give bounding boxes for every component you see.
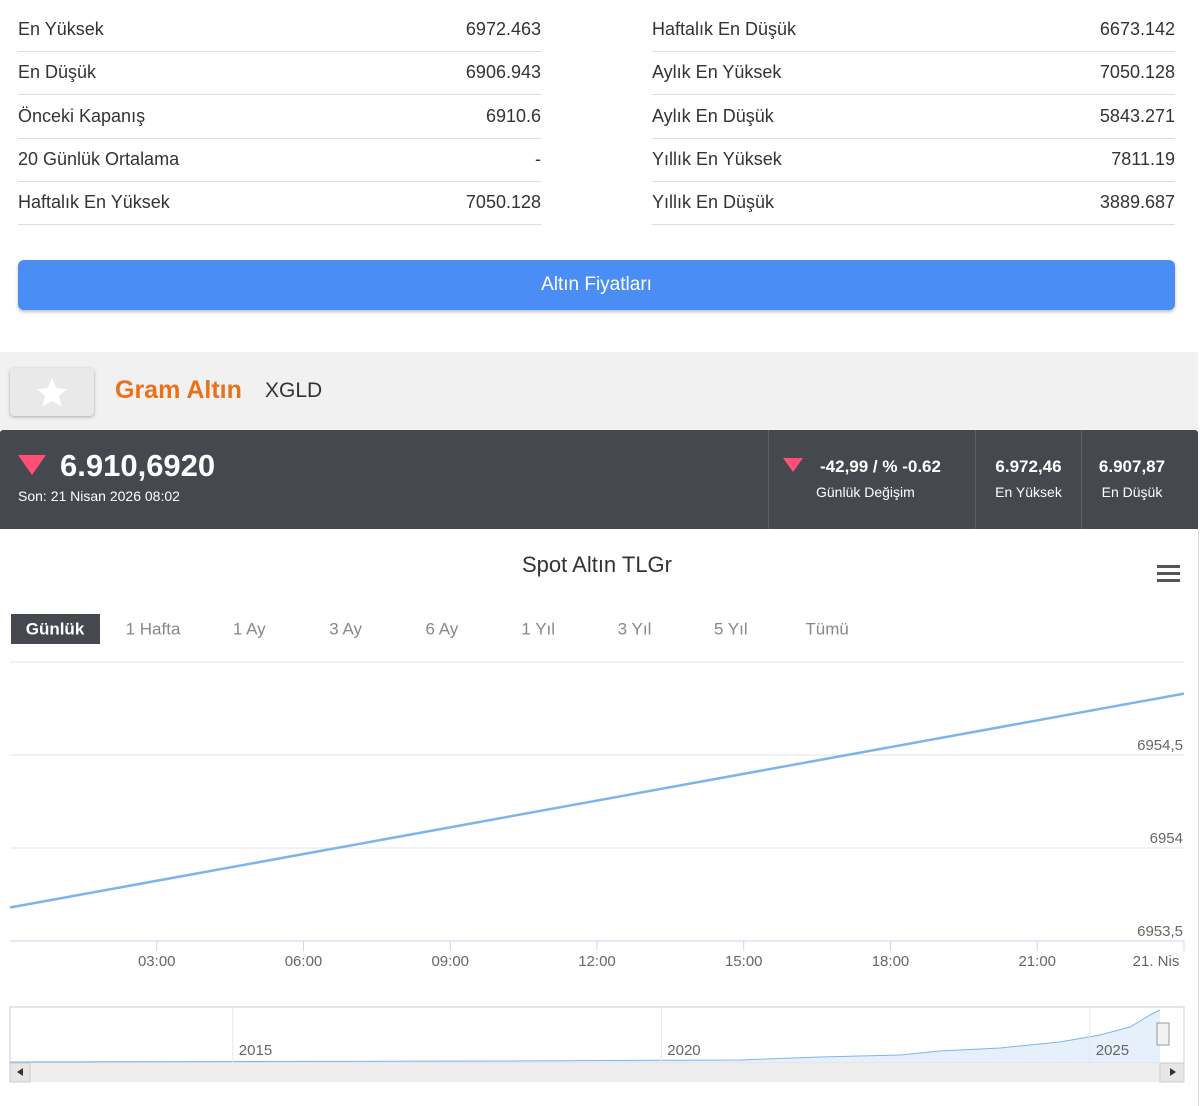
x-tick-label: 09:00 xyxy=(431,953,469,970)
stats-row: Önceki Kapanış 6910.6 xyxy=(18,95,541,139)
stats-value: 6906.943 xyxy=(465,62,541,83)
range-button[interactable]: 1 Hafta xyxy=(126,619,181,638)
gold-prices-button[interactable]: Altın Fiyatları xyxy=(18,260,1175,310)
instrument-code: XGLD xyxy=(265,379,323,402)
y-tick-label: 6954,5 xyxy=(1137,737,1183,754)
down-arrow xyxy=(18,455,46,475)
chart-title: Spot Altın TLGr xyxy=(522,552,672,577)
stats-label: Haftalık En Yüksek xyxy=(18,192,170,213)
stats-row: Yıllık En Yüksek 7811.19 xyxy=(652,138,1175,182)
x-tick-label: 18:00 xyxy=(872,953,910,970)
star-icon xyxy=(37,378,67,407)
navigator-tick-label: 2025 xyxy=(1096,1042,1129,1059)
range-button[interactable]: 1 Yıl xyxy=(521,619,555,638)
quote-bar: 6.910,6920 Son: 21 Nisan 2026 08:02 -42,… xyxy=(0,430,1198,529)
x-tick-label: 03:00 xyxy=(138,953,176,970)
favorite-button[interactable] xyxy=(10,368,94,416)
stats-row: Haftalık En Yüksek 7050.128 xyxy=(18,181,541,226)
stats-value: - xyxy=(535,148,541,169)
y-tick-label: 6954 xyxy=(1150,830,1183,847)
range-button[interactable]: 5 Yıl xyxy=(714,619,748,638)
stats-value: 6673.142 xyxy=(1099,19,1175,39)
x-tick-label: 15:00 xyxy=(725,953,763,970)
stats-value: 7811.19 xyxy=(1111,148,1175,169)
price: 6.910,6920 xyxy=(60,448,216,483)
menu-icon[interactable] xyxy=(1157,565,1180,582)
stats-label: Yıllık En Yüksek xyxy=(652,148,782,169)
stats-row: En Yüksek 6972.463 xyxy=(18,8,541,52)
scrollbar[interactable] xyxy=(10,1063,1184,1082)
stats-label: Haftalık En Düşük xyxy=(652,19,797,39)
stats-label: En Yüksek xyxy=(18,19,104,39)
stats-row: Yıllık En Düşük 3889.687 xyxy=(652,181,1175,226)
x-tick-label: 12:00 xyxy=(578,953,616,970)
stats-row: En Düşük 6906.943 xyxy=(18,51,541,96)
range-button[interactable]: Günlük xyxy=(26,619,85,638)
x-tick-label: 21:00 xyxy=(1018,953,1056,970)
instrument-name: Gram Altın xyxy=(115,376,242,404)
stats-value: 6972.463 xyxy=(465,19,541,39)
stats-label: Önceki Kapanış xyxy=(18,105,146,126)
stats-label: Aylık En Yüksek xyxy=(652,62,782,83)
low-label: En Düşük xyxy=(1101,484,1163,500)
navigator-tick-label: 2020 xyxy=(667,1042,700,1059)
range-button[interactable]: 3 Yıl xyxy=(618,619,652,638)
x-tick-label: 21. Nis xyxy=(1133,953,1180,970)
change-label: Günlük Değişim xyxy=(816,484,915,500)
range-button[interactable]: 1 Ay xyxy=(233,619,266,638)
high: 6.972,46 xyxy=(995,457,1062,476)
range-button-bg[interactable] xyxy=(11,614,100,644)
stats-label: En Düşük xyxy=(18,62,97,83)
change-arrow xyxy=(783,458,803,472)
chart: Spot Altın TLGr Günlük 1 Hafta 1 Ay 3 Ay 6 A… xyxy=(9,530,1199,1106)
stats-label: 20 Günlük Ortalama xyxy=(18,148,180,169)
y-tick-label: 6953,5 xyxy=(1137,923,1183,940)
change: -42,99 / % -0.62 xyxy=(820,457,941,476)
stats-label: Yıllık En Düşük xyxy=(652,192,775,213)
instrument-header: Gram Altın XGLD xyxy=(0,352,1198,430)
stats-row: Haftalık En Düşük 6673.142 xyxy=(652,8,1175,52)
stats-row: Aylık En Düşük 5843.271 xyxy=(652,95,1175,139)
stats-value: 5843.271 xyxy=(1099,105,1175,126)
last-time: Son: 21 Nisan 2026 08:02 xyxy=(18,488,180,504)
stats-value: 7050.128 xyxy=(1099,62,1175,83)
stats-row: 20 Günlük Ortalama - xyxy=(18,138,541,182)
stats-value: 6910.6 xyxy=(485,105,541,126)
low: 6.907,87 xyxy=(1098,457,1166,476)
stats-row: Aylık En Yüksek 7050.128 xyxy=(652,51,1175,96)
navigator-handle[interactable] xyxy=(1156,1022,1170,1046)
price-line xyxy=(9,692,1185,909)
navigator-tick-label: 2015 xyxy=(239,1042,272,1059)
range-button[interactable]: 6 Ay xyxy=(426,619,459,638)
stats-value: 7050.128 xyxy=(465,192,541,213)
high-label: En Yüksek xyxy=(995,484,1062,500)
stats-value: 3889.687 xyxy=(1099,192,1175,213)
x-tick-label: 06:00 xyxy=(285,953,323,970)
range-button[interactable]: 3 Ay xyxy=(329,619,362,638)
range-button[interactable]: Tümü xyxy=(805,619,848,638)
stats-label: Aylık En Düşük xyxy=(652,105,774,126)
